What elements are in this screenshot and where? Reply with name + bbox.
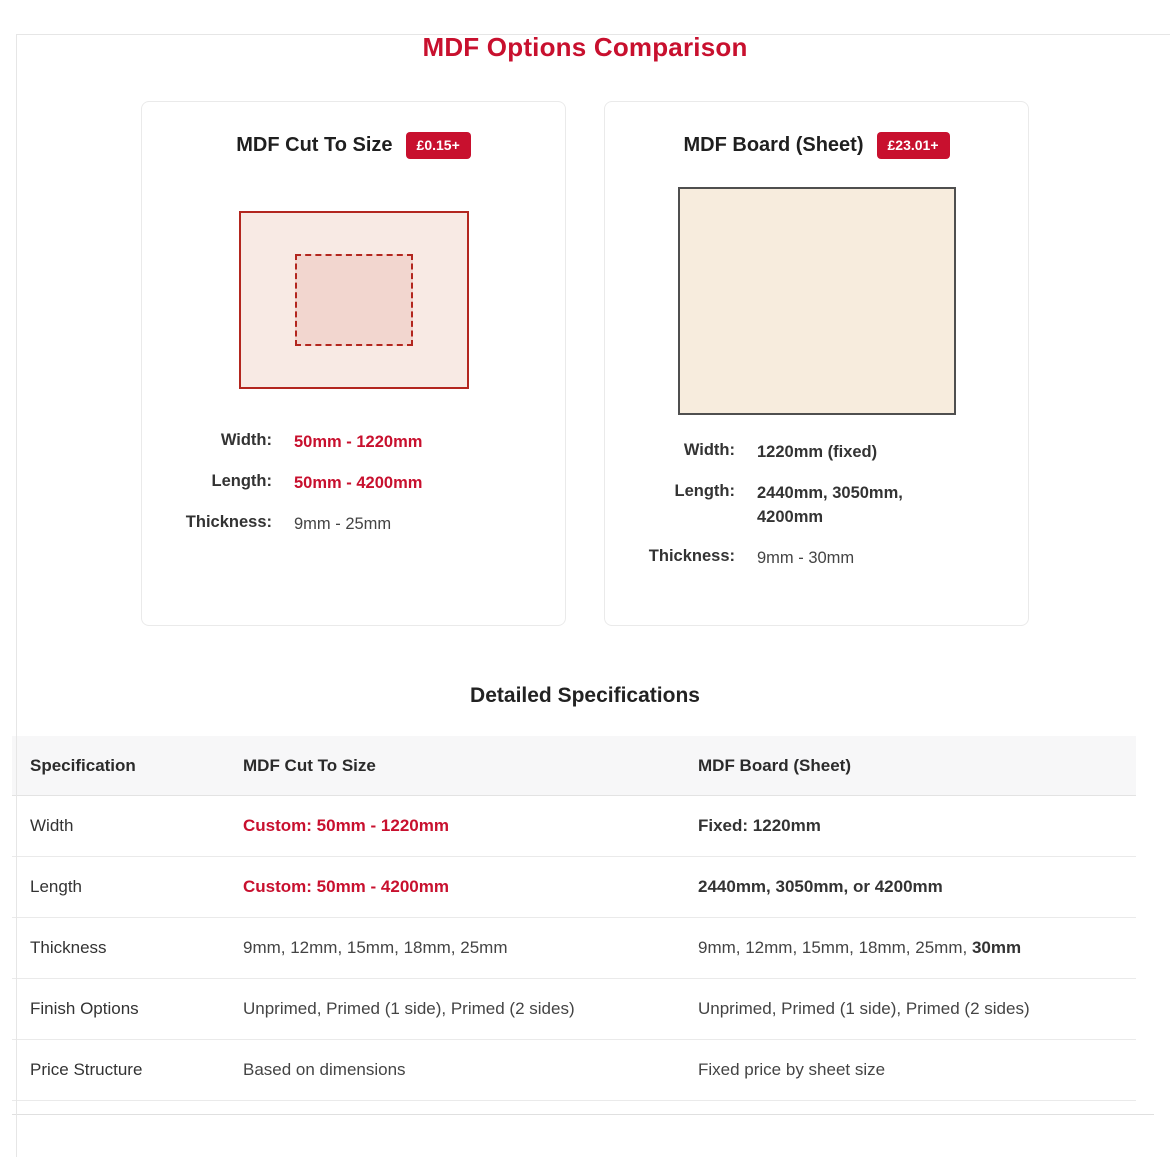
table-row-finish-options: Finish Options Unprimed, Primed (1 side)… [12,979,1136,1040]
section-divider [12,1114,1154,1115]
table-row-width: Width Custom: 50mm - 1220mm Fixed: 1220m… [12,796,1136,857]
cut-to-size-diagram [238,210,469,389]
spec-value: 9mm - 25mm [294,514,392,533]
spec-row-length: Length: 2440mm, 3050mm, 4200mm [605,482,1028,530]
board-value: 2440mm, 3050mm, or 4200mm [698,877,943,896]
cut-value: Based on dimensions [243,1060,406,1079]
spec-label: Thickness: [185,512,272,531]
card-header: MDF Cut To Size £0.15+ [142,132,565,159]
spec-label: Length: [674,481,735,500]
cut-value: Custom: 50mm - 1220mm [243,816,449,835]
card-mdf-cut-to-size: MDF Cut To Size £0.15+ Width: 50mm - 122… [141,101,566,626]
spec-value: 50mm - 4200mm [294,473,423,492]
board-value: Unprimed, Primed (1 side), Primed (2 sid… [698,999,1030,1018]
spec-label: Thickness: [648,546,735,565]
table-row-thickness: Thickness 9mm, 12mm, 15mm, 18mm, 25mm 9m… [12,918,1136,979]
spec-row-thickness: Thickness: 9mm - 25mm [142,513,565,537]
card-title: MDF Cut To Size [236,133,393,156]
board-value: 9mm, 12mm, 15mm, 18mm, 25mm, 30mm [698,938,1136,958]
spec-row-thickness: Thickness: 9mm - 30mm [605,547,1028,571]
spec-row-length: Length: 50mm - 4200mm [142,472,565,496]
page-title: MDF Options Comparison [422,32,748,62]
spec-list: Width: 50mm - 1220mm Length: 50mm - 4200… [142,431,565,537]
spec-value: 9mm - 30mm [757,548,855,567]
column-header-specification: Specification [30,755,136,775]
board-value-bold: 30mm [971,938,1022,957]
diagram-area [142,159,565,389]
cut-value: Custom: 50mm - 4200mm [243,877,449,896]
column-header-board-sheet: MDF Board (Sheet) [698,755,851,775]
column-header-cut-to-size: MDF Cut To Size [243,755,376,775]
spec-label: Width: [220,430,272,449]
spec-name: Price Structure [30,1060,143,1079]
card-title: MDF Board (Sheet) [683,133,864,156]
card-header: MDF Board (Sheet) £23.01+ [605,132,1028,159]
spec-name: Finish Options [30,999,139,1018]
table-row-price-structure: Price Structure Based on dimensions Fixe… [12,1040,1136,1101]
spec-row-width: Width: 50mm - 1220mm [142,431,565,455]
table-row-length: Length Custom: 50mm - 4200mm 2440mm, 305… [12,857,1136,918]
spec-name: Width [30,816,74,835]
specifications-table: Specification MDF Cut To Size MDF Board … [12,736,1136,1101]
table-header-row: Specification MDF Cut To Size MDF Board … [12,736,1136,796]
price-badge: £23.01+ [876,132,950,159]
card-mdf-board-sheet: MDF Board (Sheet) £23.01+ Width: 1220mm … [604,101,1029,626]
spec-label: Length: [211,471,272,490]
spec-label: Width: [683,440,735,459]
board-sheet-diagram [677,186,956,415]
spec-list: Width: 1220mm (fixed) Length: 2440mm, 30… [605,441,1028,571]
spec-name: Thickness [30,938,107,957]
spec-value: 50mm - 1220mm [294,432,423,451]
spec-value: 1220mm (fixed) [757,442,878,461]
cut-value: Unprimed, Primed (1 side), Primed (2 sid… [243,999,575,1018]
board-value-prefix: 9mm, 12mm, 15mm, 18mm, 25mm, [698,938,972,957]
board-value: Fixed price by sheet size [698,1060,886,1079]
diagram-area [605,159,1028,415]
detailed-specifications-heading: Detailed Specifications [470,684,700,707]
spec-value: 2440mm, 3050mm, 4200mm [757,483,903,526]
option-cards: MDF Cut To Size £0.15+ Width: 50mm - 122… [0,101,1170,626]
spec-name: Length [30,877,82,896]
price-badge: £0.15+ [405,132,471,159]
cut-value: 9mm, 12mm, 15mm, 18mm, 25mm [243,938,508,957]
page-frame [16,34,1170,1157]
spec-row-width: Width: 1220mm (fixed) [605,441,1028,465]
custom-cut-dashed-rect [294,253,413,346]
board-value: Fixed: 1220mm [698,816,821,835]
